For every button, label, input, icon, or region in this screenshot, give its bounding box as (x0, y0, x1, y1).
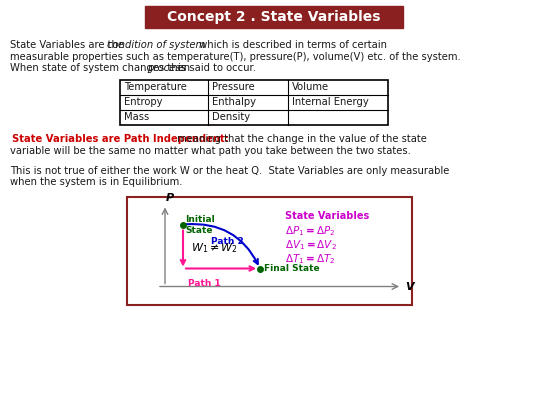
Text: Enthalpy: Enthalpy (212, 97, 256, 107)
Text: Path 1: Path 1 (188, 279, 221, 288)
Bar (127, 197, 412, 305)
Text: meaning that the change in the value of the state: meaning that the change in the value of … (174, 134, 427, 145)
Text: when the system is in Equilibrium.: when the system is in Equilibrium. (10, 177, 182, 187)
Text: V: V (405, 282, 414, 292)
Text: Concept 2 . State Variables: Concept 2 . State Variables (167, 10, 381, 24)
Text: process: process (147, 63, 186, 73)
Text: Path 2: Path 2 (211, 236, 244, 245)
Text: State Variables: State Variables (285, 210, 369, 221)
Text: $\mathit{\Delta}V_1\mathbf{=}\mathit{\Delta}V_2$: $\mathit{\Delta}V_1\mathbf{=}\mathit{\De… (285, 238, 337, 252)
Text: condition of system: condition of system (107, 40, 205, 50)
Text: State Variables are Path Independent:: State Variables are Path Independent: (12, 134, 229, 145)
Text: Initial: Initial (185, 214, 214, 223)
Text: Internal Energy: Internal Energy (292, 97, 369, 107)
Text: P: P (166, 193, 174, 203)
Text: Volume: Volume (292, 82, 329, 92)
Text: Temperature: Temperature (124, 82, 187, 92)
Text: Mass: Mass (124, 112, 149, 122)
Bar (120, 80, 388, 125)
Text: $\mathit{\Delta}T_1\mathbf{=}\mathit{\Delta}T_2$: $\mathit{\Delta}T_1\mathbf{=}\mathit{\De… (285, 253, 336, 266)
FancyArrowPatch shape (186, 224, 258, 264)
Text: which is described in terms of certain: which is described in terms of certain (196, 40, 387, 50)
Text: State: State (185, 225, 212, 234)
Text: variable will be the same no matter what path you take between the two states.: variable will be the same no matter what… (10, 146, 411, 156)
Text: Entropy: Entropy (124, 97, 162, 107)
Text: $W_1$$\neq$$W_2$: $W_1$$\neq$$W_2$ (191, 242, 238, 255)
FancyBboxPatch shape (145, 6, 403, 28)
Text: Density: Density (212, 112, 250, 122)
Text: measurable properties such as temperature(T), pressure(P), volume(V) etc. of the: measurable properties such as temperatur… (10, 52, 461, 61)
Text: State Variables are the: State Variables are the (10, 40, 127, 50)
Text: $\mathit{\Delta}P_1\mathbf{=}\mathit{\Delta}P_2$: $\mathit{\Delta}P_1\mathbf{=}\mathit{\De… (285, 225, 335, 238)
Text: This is not true of either the work W or the heat Q.  State Variables are only m: This is not true of either the work W or… (10, 165, 450, 175)
Text: When state of system changes then: When state of system changes then (10, 63, 193, 73)
Text: is said to occur.: is said to occur. (175, 63, 256, 73)
Text: Final State: Final State (264, 264, 320, 273)
Text: Pressure: Pressure (212, 82, 255, 92)
